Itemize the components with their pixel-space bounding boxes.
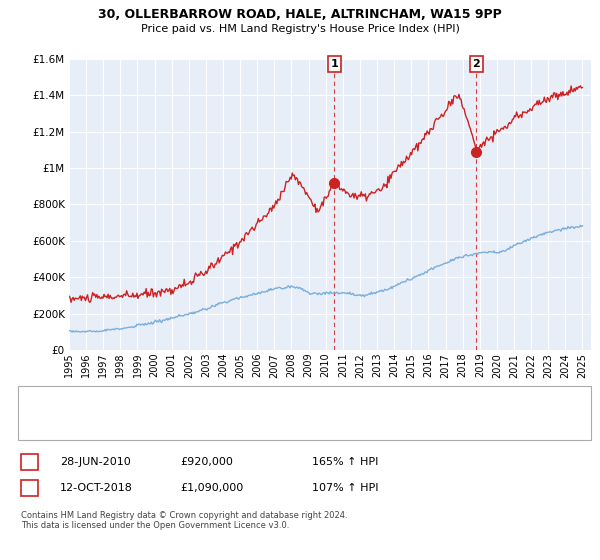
Text: 30, OLLERBARROW ROAD, HALE, ALTRINCHAM, WA15 9PP (detached house): 30, OLLERBARROW ROAD, HALE, ALTRINCHAM, … [69,396,464,407]
Text: Price paid vs. HM Land Registry's House Price Index (HPI): Price paid vs. HM Land Registry's House … [140,24,460,34]
Text: 30, OLLERBARROW ROAD, HALE, ALTRINCHAM, WA15 9PP: 30, OLLERBARROW ROAD, HALE, ALTRINCHAM, … [98,8,502,21]
Text: 1: 1 [26,457,33,467]
Text: 1: 1 [331,59,338,69]
Text: ─────: ───── [29,396,63,407]
Text: ─────: ───── [29,419,63,430]
Text: 107% ↑ HPI: 107% ↑ HPI [312,483,379,493]
Text: 2: 2 [472,59,480,69]
Text: Contains HM Land Registry data © Crown copyright and database right 2024.: Contains HM Land Registry data © Crown c… [21,511,347,520]
Text: 165% ↑ HPI: 165% ↑ HPI [312,457,379,467]
Text: This data is licensed under the Open Government Licence v3.0.: This data is licensed under the Open Gov… [21,521,289,530]
Text: £920,000: £920,000 [180,457,233,467]
Text: £1,090,000: £1,090,000 [180,483,243,493]
Text: 12-OCT-2018: 12-OCT-2018 [60,483,133,493]
Text: 28-JUN-2010: 28-JUN-2010 [60,457,131,467]
Text: 2: 2 [26,483,33,493]
Text: HPI: Average price, detached house, Trafford: HPI: Average price, detached house, Traf… [69,419,302,430]
